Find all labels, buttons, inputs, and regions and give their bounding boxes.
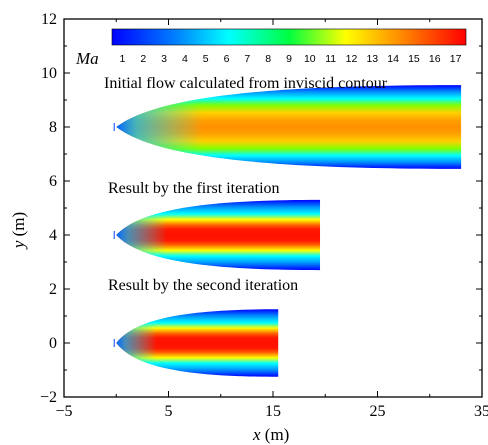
mach-contour-inlet-region [116, 199, 321, 271]
y-tick-label: 10 [41, 65, 57, 82]
y-tick-label: 8 [49, 119, 57, 136]
y-tick-label: 0 [49, 335, 57, 352]
colorbar-gradient [111, 28, 467, 46]
colorbar-tick-label: 2 [140, 53, 146, 65]
colorbar-tick-label: 11 [325, 53, 336, 65]
x-tick-label: 25 [370, 403, 386, 420]
x-tick-label: 5 [165, 403, 173, 420]
mach-contour-inlet-region [116, 309, 279, 377]
mach-contour-inlet-region [116, 85, 462, 169]
y-axis-title: y (m) [9, 212, 28, 250]
annotation-first-iteration: Result by the first iteration [108, 180, 280, 197]
x-axis-variable: x [252, 425, 261, 444]
colorbar: 1 2 3 4 5 6 7 8 9 10 11 12 13 14 15 16 17 Ma [75, 28, 467, 68]
y-tick-label: 6 [49, 173, 57, 190]
colorbar-tick-label: 15 [408, 53, 420, 65]
colorbar-tick-label: 14 [387, 53, 399, 65]
colorbar-tick-label: 3 [161, 53, 167, 65]
y-tick-label: 12 [41, 11, 57, 28]
colorbar-tick-label: 5 [203, 53, 209, 65]
colorbar-tick-label: 7 [244, 53, 250, 65]
colorbar-tick-label: 17 [450, 53, 462, 65]
colorbar-tick-label: 8 [265, 53, 271, 65]
colorbar-tick-label: 10 [304, 53, 316, 65]
y-axis-unit: (m) [9, 212, 28, 241]
colorbar-tick-label: 13 [366, 53, 378, 65]
colorbar-tick-label: 12 [346, 53, 358, 65]
x-tick-label: 35 [474, 403, 488, 420]
colorbar-tick-label: 4 [182, 53, 188, 65]
colorbar-tick-label: 1 [119, 53, 125, 65]
annotation-second-iteration: Result by the second iteration [108, 277, 298, 294]
colorbar-tick-label: 9 [286, 53, 292, 65]
x-axis-title: x (m) [252, 425, 289, 444]
colorbar-label: Ma [75, 49, 99, 68]
colorbar-tick-label: 6 [224, 53, 230, 65]
y-tick-label: 2 [49, 281, 57, 298]
colorbar-tick-label: 16 [429, 53, 441, 65]
x-axis-unit: (m) [261, 425, 290, 444]
x-tick-label: −5 [55, 403, 72, 420]
y-tick-label: 4 [49, 227, 57, 244]
y-axis-variable: y [9, 240, 28, 250]
y-tick-label: −2 [40, 389, 57, 406]
annotation-initial: Initial flow calculated from inviscid co… [104, 75, 388, 92]
x-tick-label: 15 [265, 403, 281, 420]
